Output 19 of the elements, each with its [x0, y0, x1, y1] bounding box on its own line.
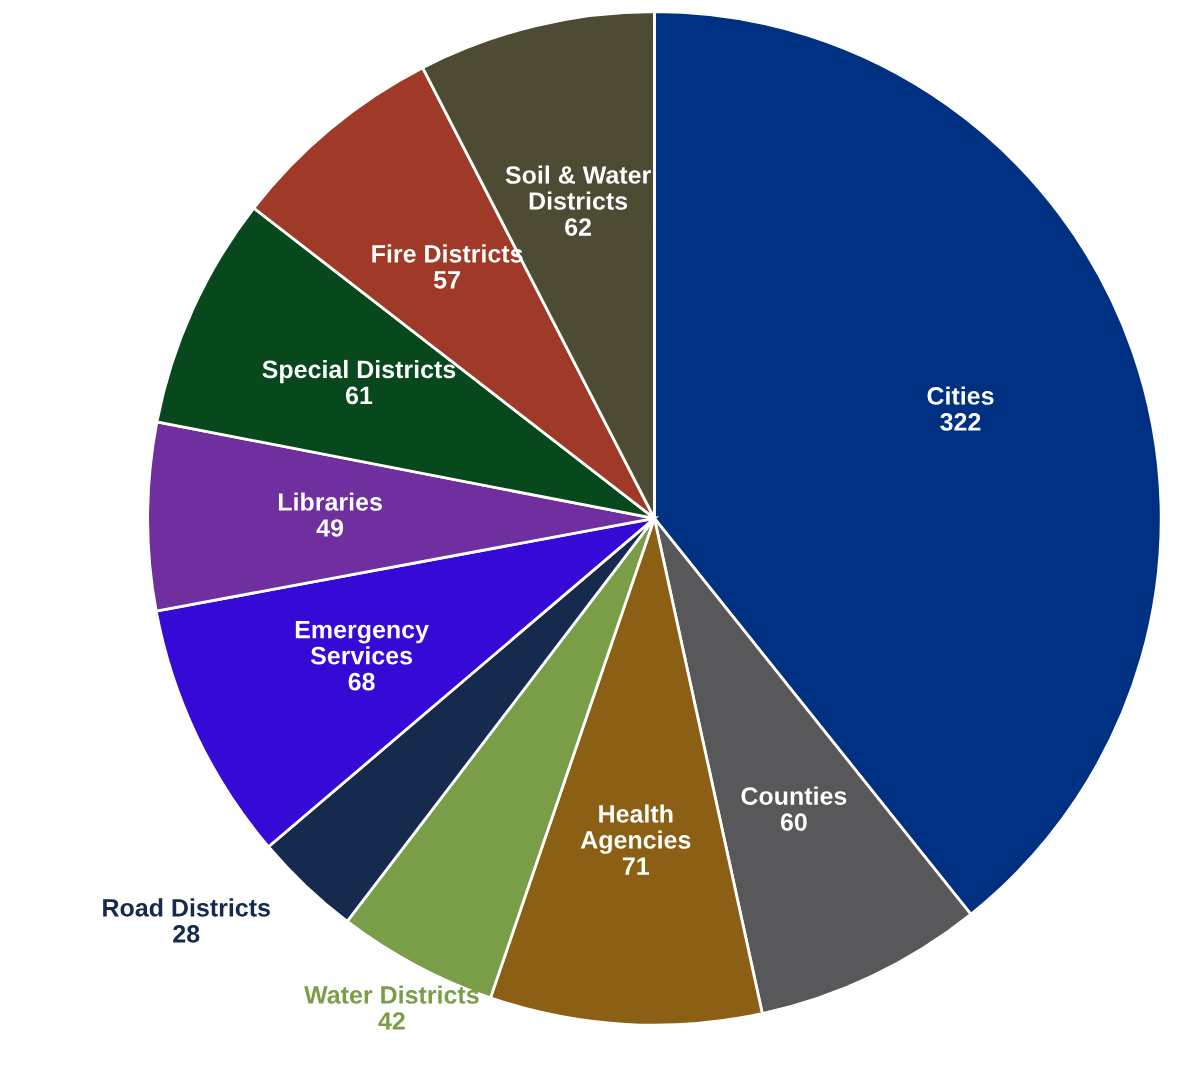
- data-label: 57: [433, 271, 460, 289]
- slice-label: Road Districts: [103, 898, 270, 917]
- slice-label: Emergency Services: [295, 620, 429, 665]
- slice-label: Libraries: [278, 492, 382, 511]
- data-label: 62: [565, 218, 591, 236]
- data-label: 322: [940, 413, 981, 431]
- data-label: 68: [348, 672, 375, 691]
- slice-label: Soil & Water Districts: [505, 165, 651, 210]
- slice-label: Water Districts: [304, 985, 479, 1004]
- data-label: 61: [345, 386, 373, 405]
- data-label: 71: [622, 857, 649, 875]
- slice-label: Counties: [741, 786, 847, 805]
- data-label: 49: [316, 519, 344, 537]
- data-label: 60: [780, 813, 807, 831]
- slice-label: Health Agencies: [580, 804, 691, 854]
- slice-label: Cities: [927, 386, 994, 405]
- data-label: 42: [378, 1012, 405, 1030]
- slice-label: Special Districts: [262, 359, 456, 384]
- data-label: 28: [173, 924, 200, 943]
